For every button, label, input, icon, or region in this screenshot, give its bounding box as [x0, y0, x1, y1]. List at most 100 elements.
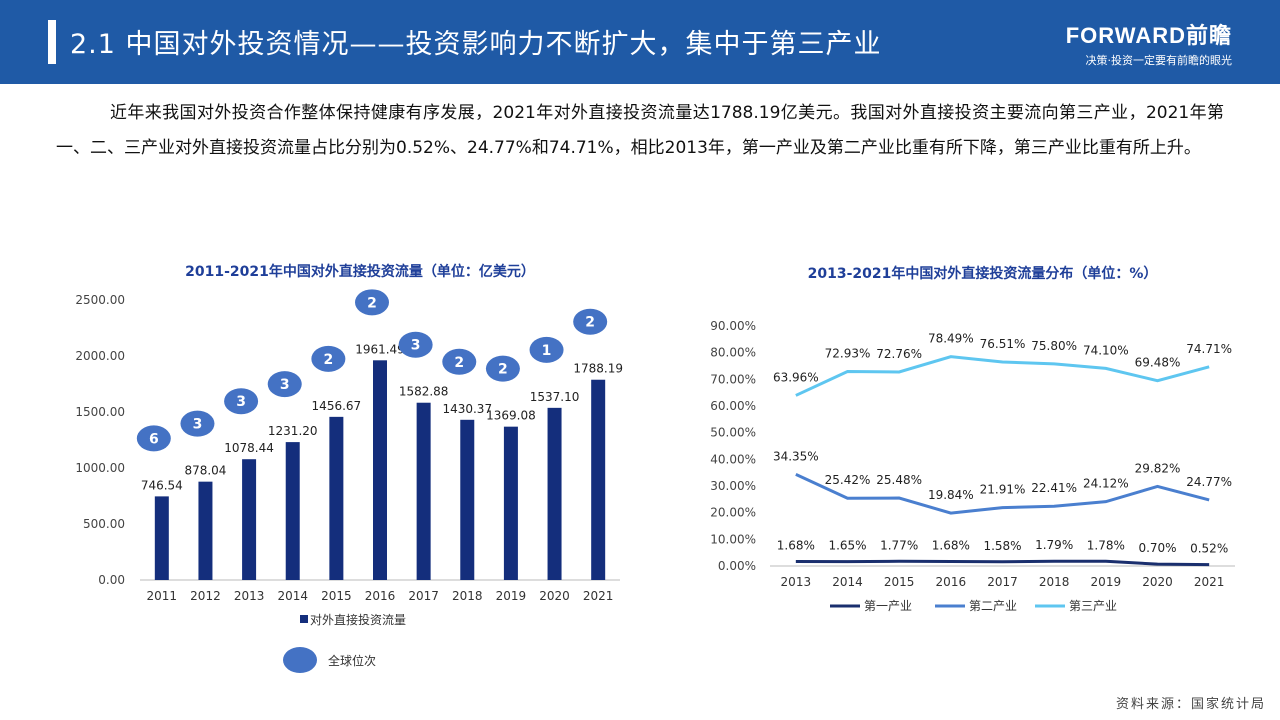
chart1-value-label: 1430.37 [442, 402, 492, 416]
chart1-rank-bubble [485, 355, 520, 382]
chart1-ytick-label: 2500.00 [75, 293, 125, 307]
chart2-point-label: 25.48% [876, 473, 922, 487]
chart1-xtick-label: 2012 [190, 589, 221, 603]
chart1-xtick-label: 2014 [277, 589, 308, 603]
chart2-point-label: 69.48% [1135, 356, 1181, 370]
chart2-xtick-label: 2021 [1194, 575, 1225, 589]
chart1-value-label: 1537.10 [530, 390, 580, 404]
chart1-rank-label: 6 [149, 431, 159, 447]
chart1-rank-label: 3 [236, 394, 246, 410]
chart2-point-label: 34.35% [773, 449, 819, 463]
chart1-value-label: 1961.49 [355, 342, 405, 356]
chart1-xtick-label: 2018 [452, 589, 483, 603]
chart1-xtick-label: 2017 [408, 589, 439, 603]
chart1-bar [198, 481, 213, 580]
summary-paragraph: 近年来我国对外投资合作整体保持健康有序发展，2021年对外直接投资流量达1788… [56, 103, 1224, 158]
chart2-xtick-label: 2018 [1039, 575, 1070, 589]
chart1-rank-label: 2 [498, 362, 508, 378]
chart1-bar [460, 419, 475, 580]
chart2-xtick-label: 2019 [1091, 575, 1122, 589]
chart2-point-label: 25.42% [825, 473, 871, 487]
chart2-ytick-label: 90.00% [710, 319, 756, 333]
chart1-value-label: 1788.19 [573, 362, 623, 376]
chart1-bar [242, 459, 257, 580]
chart1-rank-bubble [355, 289, 389, 316]
chart2-series-line [795, 559, 1210, 567]
chart1-rank-bubble [136, 425, 171, 452]
chart1-bar [285, 442, 300, 580]
chart1-rank-label: 2 [323, 352, 333, 368]
chart2-ytick-label: 50.00% [710, 426, 756, 440]
chart2-xtick-label: 2016 [936, 575, 967, 589]
chart2-xtick-label: 2013 [781, 575, 812, 589]
chart2-point-label: 74.71% [1186, 342, 1232, 356]
chart1-value-label: 1231.20 [268, 424, 318, 438]
chart1-value-label: 1456.67 [312, 399, 362, 413]
chart1-bar [373, 360, 387, 580]
chart2-ytick-label: 60.00% [710, 399, 756, 413]
chart1-xtick-label: 2016 [365, 589, 396, 603]
chart2-ytick-label: 40.00% [710, 452, 756, 466]
chart2-point-label: 75.80% [1031, 339, 1077, 353]
chart2-point-label: 22.41% [1031, 481, 1077, 495]
chart2-point-label: 24.12% [1083, 477, 1129, 491]
slide-title: 2.1 中国对外投资情况——投资影响力不断扩大，集中于第三产业 [70, 29, 882, 60]
chart2-point-label: 1.65% [828, 539, 866, 553]
chart1-value-label: 1078.44 [224, 441, 274, 455]
chart2-xtick-label: 2020 [1142, 575, 1173, 589]
chart1-rank-legend-label: 全球位次 [328, 653, 376, 668]
chart2-point-label: 0.52% [1190, 542, 1228, 556]
chart2-point-label: 19.84% [928, 488, 974, 502]
chart2-point-label: 1.68% [932, 539, 970, 553]
chart2-series-line [795, 473, 1210, 515]
chart2-ytick-label: 10.00% [710, 532, 756, 546]
chart1-bar [547, 407, 562, 580]
chart1-rank-bubble [573, 308, 608, 335]
chart2-point-label: 76.51% [980, 337, 1026, 351]
chart1-ytick-label: 500.00 [83, 517, 125, 531]
chart1-legend-swatch [300, 615, 308, 623]
chart2-legend-label: 第一产业 [864, 599, 912, 613]
chart1-ytick-label: 0.00 [98, 573, 125, 587]
chart1-rank-bubble [224, 388, 259, 415]
chart1-bar [591, 379, 606, 580]
source-note: 资料来源：国家统计局 [1115, 697, 1266, 712]
chart2-point-label: 78.49% [928, 332, 974, 346]
brand-block: FORWARD前瞻 决策·投资一定要有前瞻的眼光 [1066, 18, 1232, 68]
chart2-point-label: 1.79% [1035, 538, 1073, 552]
chart1-rank-label: 1 [542, 343, 552, 359]
chart1-value-label: 1582.88 [399, 385, 449, 399]
chart2-series-line [795, 355, 1210, 397]
chart1-xtick-label: 2021 [583, 589, 614, 603]
chart2-legend-label: 第三产业 [1069, 599, 1117, 613]
chart2-point-label: 1.77% [880, 538, 918, 552]
chart2-point-label: 0.70% [1138, 541, 1176, 555]
slide-header: 2.1 中国对外投资情况——投资影响力不断扩大，集中于第三产业 FORWARD前… [0, 0, 1280, 84]
chart1-rank-bubble [267, 371, 302, 398]
chart2-point-label: 1.78% [1087, 538, 1125, 552]
chart1-xtick-label: 2019 [496, 589, 527, 603]
chart1-rank-label: 3 [280, 377, 290, 393]
chart1-value-label: 878.04 [184, 464, 226, 478]
chart2-xtick-label: 2015 [884, 575, 915, 589]
bar-chart-investment-flow: 2011-2021年中国对外直接投资流量（单位：亿美元） 0.00 500.00 10… [75, 263, 623, 673]
chart1-rank-bubble [398, 331, 433, 358]
chart1-value-label: 1369.08 [486, 409, 536, 423]
chart1-bar [329, 416, 344, 580]
chart2-legend-label: 第二产业 [969, 599, 1017, 613]
chart1-rank-label: 3 [193, 417, 203, 433]
chart1-xtick-label: 2011 [147, 589, 178, 603]
chart2-ytick-label: 70.00% [710, 372, 756, 386]
chart2-point-label: 72.76% [876, 347, 922, 361]
chart1-bar [503, 426, 518, 580]
chart1-rank-label: 2 [454, 355, 464, 371]
chart2-point-label: 21.91% [980, 483, 1026, 497]
chart2-ytick-label: 80.00% [710, 346, 756, 360]
chart1-ytick-label: 1500.00 [75, 405, 125, 419]
chart2-point-label: 74.10% [1083, 343, 1129, 357]
brand-slogan: 决策·投资一定要有前瞻的眼光 [1085, 54, 1233, 67]
chart1-legend-label: 对外直接投资流量 [310, 612, 406, 627]
chart2-ytick-label: 30.00% [710, 479, 756, 493]
chart2-point-label: 24.77% [1186, 475, 1232, 489]
title-accent-bar [48, 20, 56, 64]
